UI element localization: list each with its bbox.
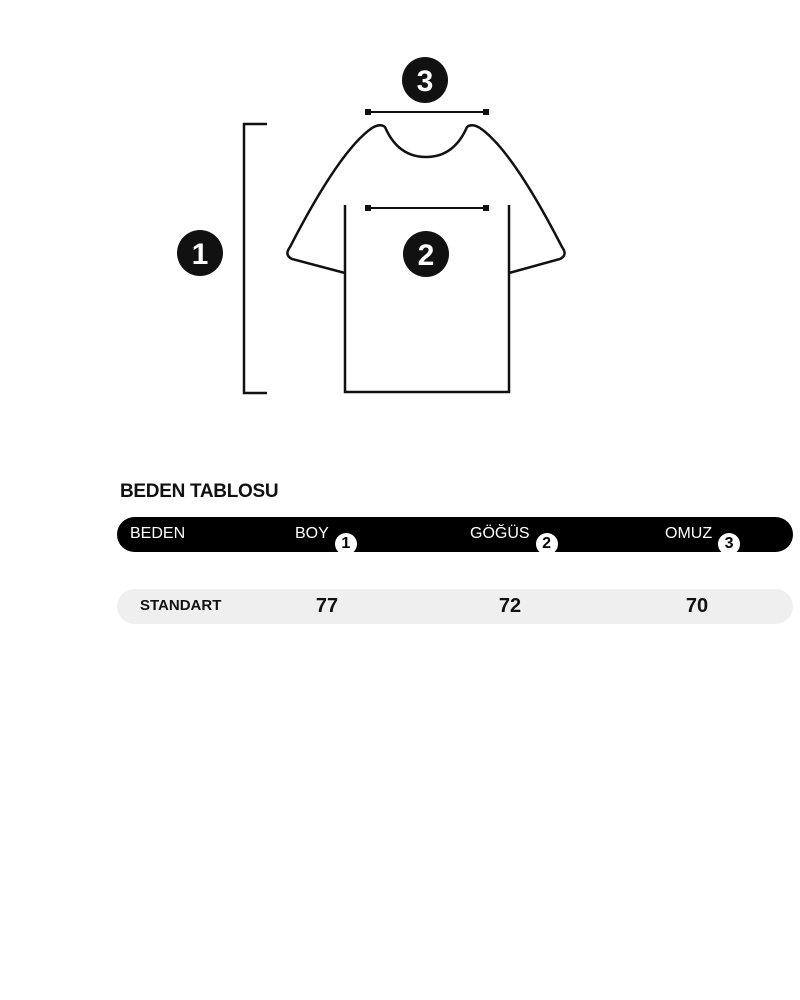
- size-table-title: BEDEN TABLOSU: [120, 481, 279, 502]
- marker-1-label: 1: [192, 238, 209, 271]
- tshirt-measurement-diagram: 1 2 3: [177, 57, 566, 395]
- badge-3-icon: 3: [718, 533, 741, 555]
- value-boy: 77: [315, 595, 339, 617]
- header-beden: BEDEN: [130, 525, 186, 542]
- marker-3-label: 3: [417, 65, 434, 98]
- header-omuz: OMUZ 3: [665, 525, 741, 555]
- length-bracket: [242, 122, 267, 395]
- table-row: STANDART 77 72 70: [117, 589, 793, 624]
- tshirt-outline: [286, 124, 566, 394]
- marker-2-label: 2: [418, 239, 435, 272]
- size-table-header: BEDEN BOY 1 GÖĞÜS 2 OMUZ 3: [117, 517, 793, 555]
- marker-2-icon: [403, 231, 449, 277]
- header-gogus-label: GÖĞÜS: [470, 525, 530, 542]
- marker-3-icon: [402, 57, 448, 103]
- marker-1-icon: [177, 230, 223, 276]
- badge-2-icon: 2: [535, 533, 558, 555]
- header-boy-label: BOY: [295, 525, 329, 542]
- value-omuz: 70: [685, 595, 709, 617]
- size-name: STANDART: [140, 597, 222, 614]
- header-gogus: GÖĞÜS 2: [470, 525, 558, 555]
- value-gogus: 72: [498, 595, 522, 617]
- badge-1-icon: 1: [334, 533, 357, 555]
- header-omuz-label: OMUZ: [665, 525, 713, 542]
- header-boy: BOY 1: [295, 525, 357, 555]
